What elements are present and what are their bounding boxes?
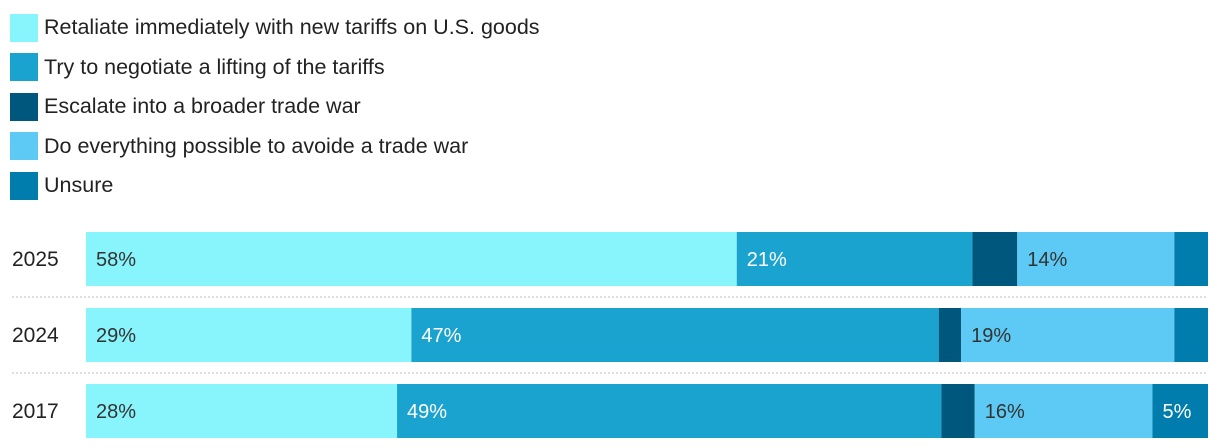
legend-swatch (10, 92, 38, 121)
bar-segment[interactable] (1174, 232, 1208, 286)
year-label: 2025 (12, 248, 59, 271)
legend-swatch (10, 171, 38, 200)
bar-segment[interactable] (736, 232, 973, 286)
data-label: 5% (1162, 401, 1191, 423)
bar-segment[interactable] (1152, 384, 1208, 438)
legend-item-escalate[interactable]: Escalate into a broader trade war (10, 87, 540, 127)
data-label: 19% (971, 325, 1011, 347)
legend-label: Retaliate immediately with new tariffs o… (44, 15, 540, 40)
year-label: 2024 (12, 324, 59, 347)
bar-segment[interactable] (974, 384, 1153, 438)
legend-item-unsure[interactable]: Unsure (10, 166, 540, 206)
data-label: 47% (421, 325, 461, 347)
legend-swatch (10, 13, 38, 42)
bar-segment[interactable] (961, 308, 1175, 362)
legend-label: Escalate into a broader trade war (44, 94, 361, 119)
legend-item-negotiate[interactable]: Try to negotiate a lifting of the tariff… (10, 48, 540, 88)
chart-legend: Retaliate immediately with new tariffs o… (10, 8, 540, 206)
bar-segment[interactable] (86, 308, 412, 362)
data-label: 58% (96, 249, 136, 271)
legend-swatch (10, 132, 38, 161)
legend-item-retaliate[interactable]: Retaliate immediately with new tariffs o… (10, 8, 540, 48)
bar-segment[interactable] (1174, 308, 1208, 362)
bar-segment[interactable] (938, 308, 962, 362)
bar-segment[interactable] (86, 232, 737, 286)
bar-segment[interactable] (411, 308, 939, 362)
bar-segment[interactable] (941, 384, 975, 438)
data-label: 49% (407, 401, 447, 423)
legend-swatch (10, 53, 38, 82)
year-label: 2017 (12, 400, 59, 423)
bar-segment[interactable] (1017, 232, 1175, 286)
legend-label: Try to negotiate a lifting of the tariff… (44, 54, 385, 79)
data-label: 28% (96, 401, 136, 423)
bar-segment[interactable] (972, 232, 1018, 286)
data-label: 14% (1027, 249, 1067, 271)
data-label: 21% (747, 249, 787, 271)
data-label: 16% (985, 401, 1025, 423)
legend-item-avoid[interactable]: Do everything possible to avoide a trade… (10, 127, 540, 167)
bar-segment[interactable] (397, 384, 942, 438)
legend-label: Unsure (44, 173, 114, 198)
bar-segment[interactable] (86, 384, 398, 438)
legend-label: Do everything possible to avoide a trade… (44, 133, 469, 158)
data-label: 29% (96, 325, 136, 347)
